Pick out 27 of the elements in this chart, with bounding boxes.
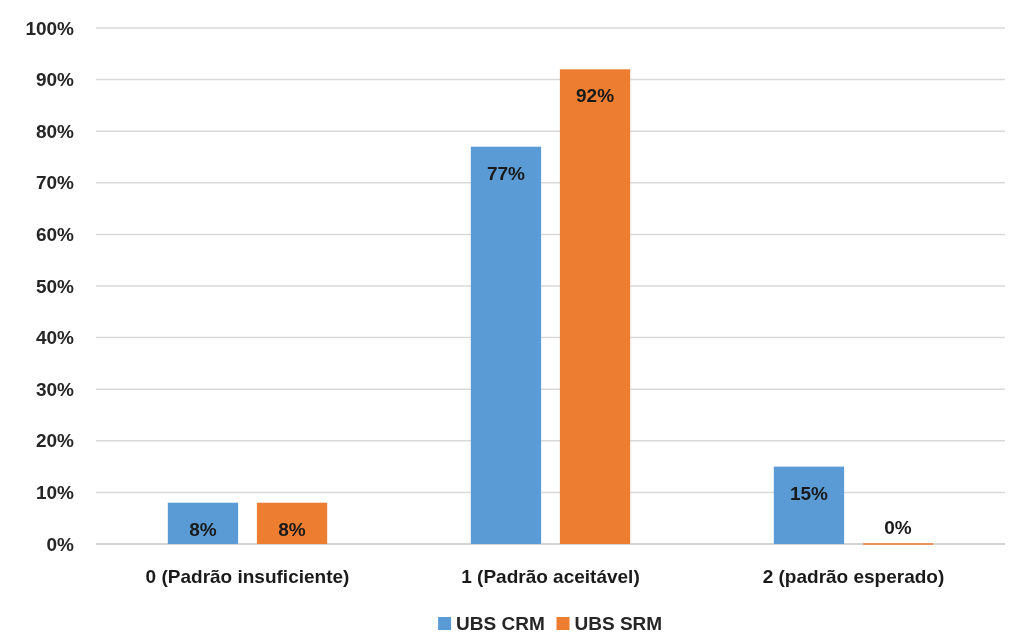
y-tick-label: 80%: [35, 120, 75, 142]
data-label: 92%: [576, 85, 615, 107]
x-tick-label: 0 (Padrão insuficiente): [145, 566, 350, 587]
legend-label: UBS SRM: [574, 613, 663, 634]
data-label: 77%: [486, 162, 526, 184]
y-tick-label: 90%: [35, 69, 75, 91]
y-tick-label: 20%: [35, 430, 75, 452]
bar: [256, 502, 328, 544]
y-tick-label: 0%: [46, 533, 75, 555]
bar: [559, 69, 631, 544]
legend-label: UBS CRM: [456, 613, 545, 634]
data-label: 15%: [789, 482, 829, 504]
x-tick-label: 2 (padrão esperado): [762, 566, 945, 587]
bar: [470, 146, 542, 544]
y-tick-label: 100%: [25, 17, 75, 39]
bar: [773, 466, 845, 544]
y-tick-label: 60%: [35, 224, 75, 246]
data-label: 8%: [189, 518, 217, 540]
x-tick-label: 1 (Padrão aceitável): [461, 566, 640, 587]
y-tick-label: 70%: [35, 172, 75, 194]
bar: [167, 502, 239, 544]
y-tick-label: 40%: [35, 327, 75, 349]
data-label: 8%: [278, 518, 306, 540]
y-tick-label: 10%: [35, 482, 75, 504]
y-tick-label: 30%: [35, 378, 75, 400]
data-label: 0%: [884, 517, 912, 538]
y-tick-label: 50%: [35, 275, 75, 297]
